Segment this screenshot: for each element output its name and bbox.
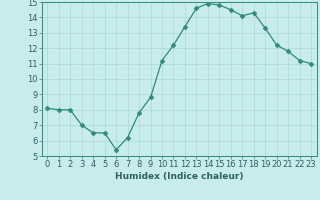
- X-axis label: Humidex (Indice chaleur): Humidex (Indice chaleur): [115, 172, 244, 181]
